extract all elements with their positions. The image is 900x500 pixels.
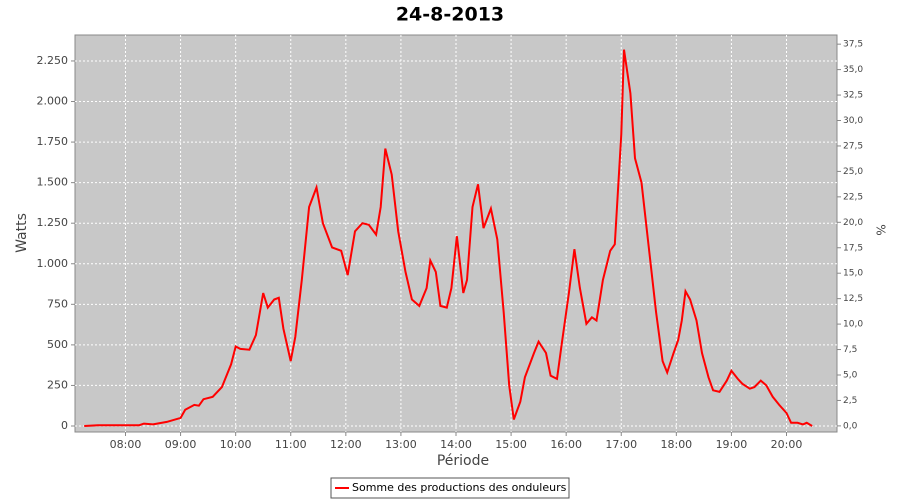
- y-tick-label: 1.250: [37, 216, 69, 229]
- y-tick-label: 2.000: [37, 95, 69, 108]
- x-tick-label: 08:00: [110, 438, 142, 451]
- y2-tick-label: 32,5: [843, 91, 863, 101]
- y2-tick-label: 12,5: [843, 294, 863, 304]
- legend-box: [330, 477, 570, 499]
- chart-title: 24-8-2013: [396, 4, 504, 26]
- x-tick-label: 11:00: [275, 438, 307, 451]
- y2-tick-label: 27,5: [843, 141, 863, 151]
- x-tick-label: 18:00: [660, 438, 692, 451]
- y2-tick-label: 2,5: [843, 396, 857, 406]
- y2-tick-label: 20,0: [843, 218, 863, 228]
- y2-tick-label: 5,0: [843, 370, 858, 380]
- y2-tick-label: 15,0: [843, 269, 863, 279]
- y2-axis-label: %: [874, 224, 888, 235]
- y2-tick-label: 35,0: [843, 65, 863, 75]
- y2-tick-label: 37,5: [843, 40, 863, 50]
- y2-tick-label: 17,5: [843, 243, 863, 253]
- y-tick-label: 250: [47, 378, 68, 391]
- x-tick-label: 12:00: [330, 438, 362, 451]
- x-tick-label: 19:00: [716, 438, 748, 451]
- x-tick-label: 20:00: [771, 438, 803, 451]
- x-tick-label: 13:00: [385, 438, 417, 451]
- x-tick-label: 15:00: [495, 438, 527, 451]
- y-tick-label: 2.250: [37, 54, 69, 67]
- y-tick-label: 0: [61, 419, 68, 432]
- x-tick-label: 14:00: [440, 438, 472, 451]
- y-tick-label: 750: [47, 297, 68, 310]
- legend-label: Somme des productions des onduleurs: [352, 481, 567, 494]
- x-axis-label: Période: [437, 453, 489, 469]
- y-tick-label: 1.000: [37, 257, 69, 270]
- data-line: [84, 49, 813, 427]
- y-tick-label: 1.750: [37, 135, 69, 148]
- y2-tick-label: 10,0: [843, 320, 863, 330]
- y2-tick-label: 30,0: [843, 116, 863, 126]
- y2-tick-label: 25,0: [843, 167, 863, 177]
- y-axis-label: Watts: [14, 213, 30, 253]
- x-tick-label: 16:00: [550, 438, 582, 451]
- y2-tick-label: 22,5: [843, 192, 863, 202]
- y2-tick-label: 7,5: [843, 345, 857, 355]
- y-tick-label: 500: [47, 338, 68, 351]
- y2-tick-label: 0,0: [843, 421, 858, 431]
- x-tick-label: 10:00: [220, 438, 252, 451]
- x-tick-label: 17:00: [605, 438, 637, 451]
- x-tick-label: 09:00: [165, 438, 197, 451]
- y-tick-label: 1.500: [37, 176, 69, 189]
